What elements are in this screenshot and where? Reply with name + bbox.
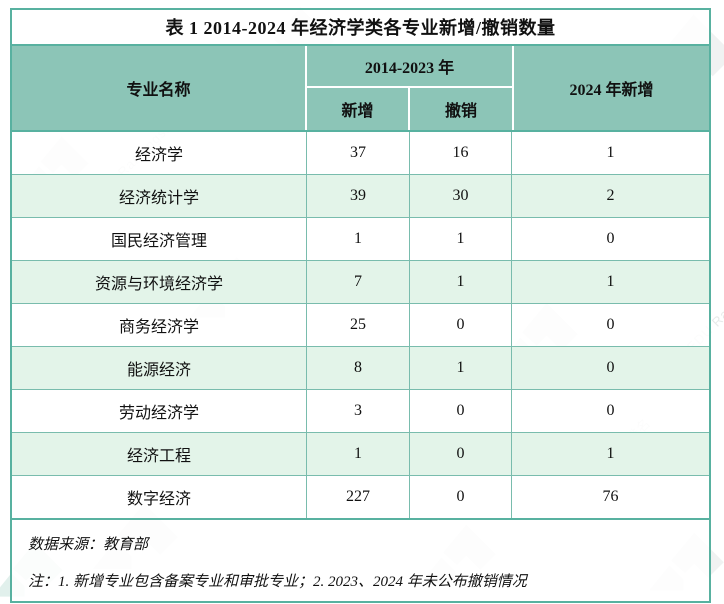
table-row: 劳动经济学 3 0 0 [12,389,709,432]
table-title: 表 1 2014-2024 年经济学类各专业新增/撤销数量 [12,10,709,46]
cell-added: 37 [307,132,410,174]
table-row: 国民经济管理 1 1 0 [12,217,709,260]
cell-removed: 30 [410,175,512,217]
cell-major: 能源经济 [12,347,307,389]
data-source-note: 数据来源：教育部 [28,537,149,553]
cell-major: 数字经济 [12,476,307,518]
cell-major: 经济统计学 [12,175,307,217]
cell-removed: 1 [410,261,512,303]
cell-major: 国民经济管理 [12,218,307,260]
cell-new-2024: 76 [602,488,619,505]
cell-added: 39 [307,175,410,217]
cell-added: 25 [307,304,410,346]
cell-new-2024: 0 [606,230,615,247]
table-row: 资源与环境经济学 7 1 1 [12,260,709,303]
cell-major: 劳动经济学 [12,390,307,432]
cell-added: 8 [307,347,410,389]
header-removed: 撤销 [444,103,477,120]
cell-removed: 1 [410,218,512,260]
header-major-name: 专业名称 [12,46,307,130]
table-row: 经济工程 1 0 1 [12,432,709,475]
table-row: 经济统计学 39 30 2 [12,174,709,217]
cell-new-2024: 1 [606,273,615,290]
cell-removed: 0 [410,476,512,518]
cell-major: 经济学 [12,132,307,174]
economics-majors-table: 表 1 2014-2024 年经济学类各专业新增/撤销数量 专业名称 2014-… [10,8,711,603]
header-period-2014-2023: 2014-2023 年 [307,46,512,88]
cell-added: 1 [307,433,410,475]
cell-removed: 0 [410,390,512,432]
table-header: 专业名称 2014-2023 年 新增 撤销 2024 年新增 [12,46,709,130]
cell-new-2024: 1 [606,445,615,462]
cell-new-2024: 2 [606,187,615,204]
table-body: 经济学 37 16 1 经济统计学 39 30 2 国民经济管理 1 1 0 资… [12,130,709,518]
cell-new-2024: 0 [606,402,615,419]
cell-added: 227 [307,476,410,518]
cell-added: 7 [307,261,410,303]
header-added: 新增 [307,88,410,130]
cell-removed: 1 [410,347,512,389]
cell-added: 3 [307,390,410,432]
header-2024-added: 2024 年新增 [512,46,709,130]
table-row: 能源经济 8 1 0 [12,346,709,389]
cell-new-2024: 0 [606,359,615,376]
cell-removed: 0 [410,433,512,475]
cell-removed: 16 [410,132,512,174]
cell-major: 资源与环境经济学 [12,261,307,303]
cell-major: 商务经济学 [12,304,307,346]
table-row: 数字经济 227 0 76 [12,475,709,518]
table-note: 注：1. 新增专业包含备案专业和审批专业；2. 2023、2024 年未公布撤销… [28,574,527,590]
table-footer: 数据来源：教育部 注：1. 新增专业包含备案专业和审批专业；2. 2023、20… [12,518,709,601]
cell-removed: 0 [410,304,512,346]
cell-new-2024: 1 [606,144,615,161]
cell-added: 1 [307,218,410,260]
cell-major: 经济工程 [12,433,307,475]
cell-new-2024: 0 [606,316,615,333]
table-row: 商务经济学 25 0 0 [12,303,709,346]
table-row: 经济学 37 16 1 [12,132,709,174]
